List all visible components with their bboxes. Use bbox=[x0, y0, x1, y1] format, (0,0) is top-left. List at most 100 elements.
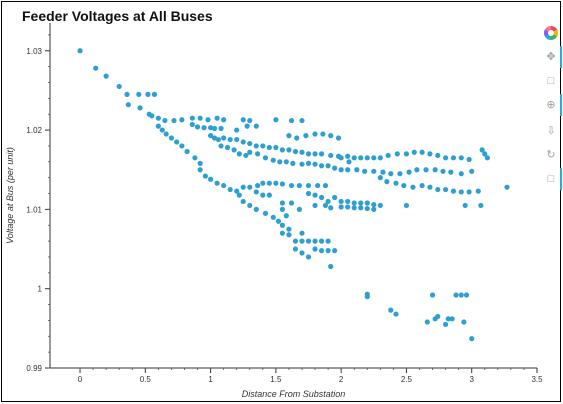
data-point bbox=[179, 117, 185, 123]
data-point bbox=[328, 263, 334, 270]
y-axis-label: Voltage at Bus (per unit) bbox=[5, 147, 15, 244]
data-point bbox=[332, 165, 338, 171]
data-point bbox=[394, 151, 400, 157]
data-point bbox=[332, 248, 338, 254]
data-point bbox=[371, 206, 377, 212]
data-point bbox=[351, 205, 357, 211]
hover-icon[interactable]: □ bbox=[541, 168, 562, 190]
data-point bbox=[266, 192, 272, 198]
data-point bbox=[299, 161, 305, 167]
data-point bbox=[469, 336, 475, 342]
data-point bbox=[215, 136, 222, 143]
data-point bbox=[443, 186, 449, 193]
data-point bbox=[397, 171, 403, 177]
data-point bbox=[419, 182, 425, 189]
save-icon[interactable]: ⇩ bbox=[546, 124, 556, 137]
data-point bbox=[385, 152, 391, 159]
pan-icon[interactable]: ✥ bbox=[541, 46, 562, 68]
data-point bbox=[197, 167, 203, 173]
data-point bbox=[358, 205, 364, 211]
data-point bbox=[345, 204, 351, 210]
data-point bbox=[440, 168, 446, 174]
reset-icon[interactable]: ↻ bbox=[546, 148, 556, 161]
data-point bbox=[227, 186, 233, 193]
data-point bbox=[427, 184, 433, 190]
data-point bbox=[240, 198, 246, 205]
data-point bbox=[221, 182, 227, 189]
data-point bbox=[243, 152, 249, 159]
box-zoom-icon[interactable]: □ bbox=[547, 74, 555, 87]
data-point bbox=[253, 143, 259, 149]
data-point bbox=[401, 182, 407, 189]
data-point bbox=[475, 188, 481, 194]
data-point bbox=[290, 160, 296, 166]
data-point bbox=[279, 200, 286, 206]
data-point bbox=[270, 214, 276, 220]
y-tick-label: 0.99 bbox=[26, 364, 42, 373]
data-point bbox=[234, 136, 240, 143]
data-point bbox=[318, 194, 325, 201]
data-point bbox=[125, 102, 131, 108]
data-point bbox=[419, 149, 425, 155]
data-point bbox=[253, 206, 259, 212]
y-tick-label: 1.02 bbox=[26, 126, 42, 135]
data-point bbox=[288, 117, 295, 124]
data-point bbox=[77, 48, 83, 54]
y-tick-label: 1.01 bbox=[26, 205, 42, 214]
data-point bbox=[292, 238, 299, 244]
data-point bbox=[262, 155, 269, 161]
plot-toolbar: ✥ □ ⊕ ⇩ ↻ □ bbox=[541, 24, 562, 194]
x-tick-label: 1.5 bbox=[270, 375, 282, 384]
data-point bbox=[358, 200, 364, 206]
data-point bbox=[482, 151, 488, 157]
data-point bbox=[240, 184, 246, 190]
data-point bbox=[443, 155, 449, 161]
data-point bbox=[458, 155, 464, 161]
data-point bbox=[162, 117, 168, 124]
data-point bbox=[305, 151, 312, 157]
y-tick-label: 1.03 bbox=[26, 47, 42, 56]
x-tick-label: 2.5 bbox=[401, 375, 413, 384]
data-point bbox=[103, 73, 109, 79]
data-point bbox=[410, 184, 416, 190]
data-point bbox=[325, 163, 331, 169]
data-point bbox=[202, 173, 208, 179]
data-point bbox=[214, 180, 220, 186]
data-point bbox=[443, 321, 449, 327]
data-point bbox=[292, 148, 299, 155]
data-point bbox=[247, 117, 253, 124]
data-point bbox=[294, 135, 300, 141]
data-point bbox=[192, 155, 198, 161]
data-point bbox=[299, 230, 305, 236]
data-point bbox=[450, 188, 457, 194]
data-point bbox=[221, 135, 227, 141]
data-point bbox=[448, 169, 454, 175]
data-point bbox=[279, 206, 286, 212]
data-point bbox=[277, 159, 283, 165]
data-point bbox=[312, 192, 318, 198]
data-point bbox=[384, 179, 390, 185]
data-point bbox=[260, 192, 266, 198]
data-point bbox=[461, 319, 467, 325]
data-point bbox=[432, 167, 438, 173]
data-point bbox=[299, 250, 305, 256]
data-point bbox=[163, 131, 169, 137]
data-point bbox=[463, 292, 470, 298]
data-point bbox=[303, 133, 309, 139]
y-tick-label: 1 bbox=[38, 285, 43, 294]
x-tick-label: 2 bbox=[339, 375, 344, 384]
data-point bbox=[411, 149, 417, 155]
x-tick-label: 3 bbox=[469, 375, 474, 384]
data-point bbox=[116, 83, 122, 90]
data-point bbox=[273, 117, 279, 123]
data-point bbox=[214, 115, 220, 121]
data-point bbox=[312, 131, 318, 137]
data-point bbox=[288, 200, 295, 206]
data-point bbox=[286, 226, 292, 232]
wheel-zoom-icon[interactable]: ⊕ bbox=[541, 94, 562, 116]
bokeh-logo-icon[interactable] bbox=[541, 24, 561, 42]
data-point bbox=[312, 202, 318, 209]
data-point bbox=[380, 169, 386, 175]
data-point bbox=[155, 115, 161, 121]
data-point bbox=[466, 189, 472, 195]
